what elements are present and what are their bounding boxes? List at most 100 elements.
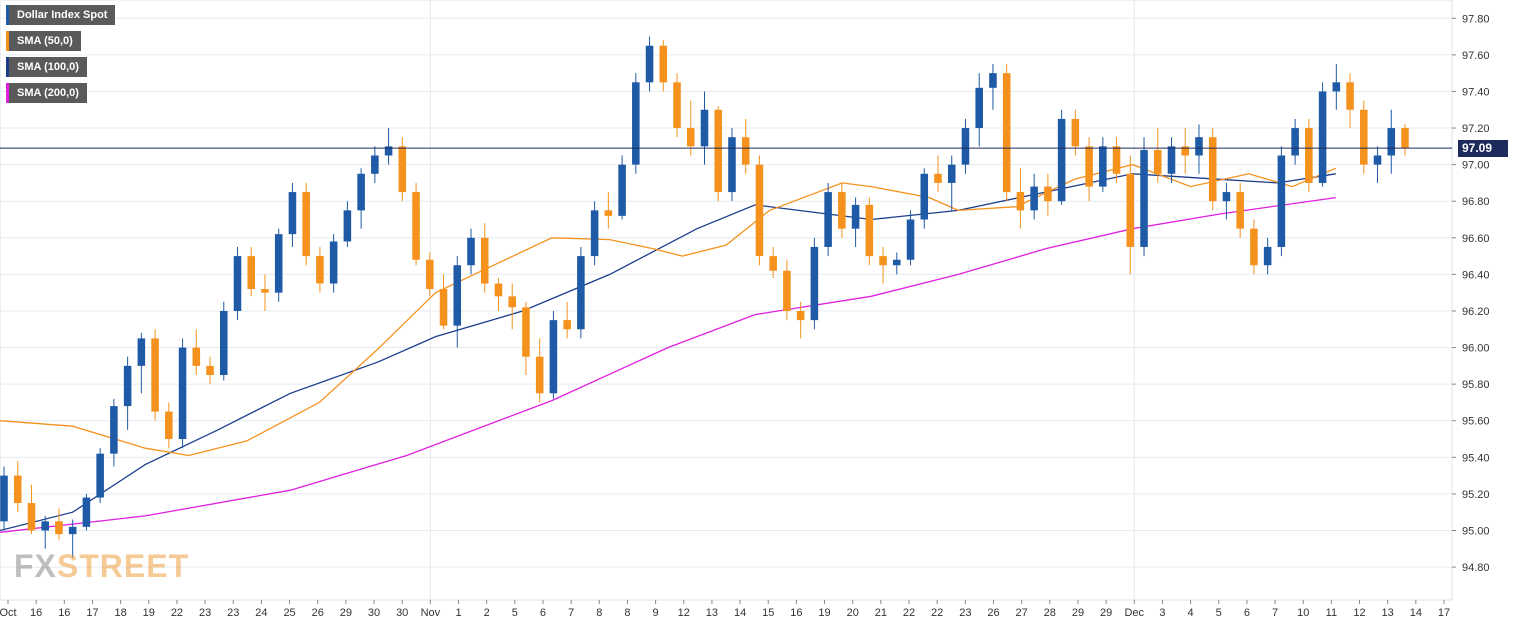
candle-body [398, 146, 407, 193]
legend-item-sma-100[interactable]: SMA (100,0) [6, 57, 87, 77]
candle [934, 155, 942, 193]
legend-swatch [6, 83, 9, 103]
y-tick-label: 96.00 [1462, 343, 1490, 355]
candle-body [769, 256, 777, 271]
candle-body [302, 192, 310, 257]
x-tick-label: 28 [1044, 607, 1056, 619]
candle [1030, 173, 1038, 220]
candle [261, 274, 269, 311]
candle-body [1387, 128, 1396, 156]
candle-body [219, 310, 228, 375]
y-tick-label: 97.20 [1462, 123, 1490, 135]
x-tick-label: 12 [1353, 607, 1365, 619]
candle [1085, 137, 1093, 202]
candle [123, 356, 132, 430]
candle [384, 128, 393, 165]
candle-body [1346, 82, 1354, 110]
candle-body [824, 192, 832, 247]
candle [480, 223, 489, 293]
x-tick-label: 17 [1438, 607, 1450, 619]
candle [41, 515, 49, 549]
x-tick-label: Dec [1124, 607, 1144, 619]
candle-body [563, 320, 571, 330]
y-tick-label: 96.80 [1462, 196, 1490, 208]
candle-body [1263, 246, 1272, 266]
candle [1236, 182, 1244, 238]
candle-body [1030, 186, 1038, 211]
candle [1346, 73, 1354, 129]
candle-body [316, 256, 324, 284]
x-tick-label: 16 [790, 607, 802, 619]
x-tick-label: 7 [1272, 607, 1278, 619]
candle [686, 100, 695, 156]
candle-body [467, 237, 475, 266]
candle-body [1208, 137, 1217, 202]
candle-body [549, 320, 558, 394]
legend-item-sma-200[interactable]: SMA (200,0) [6, 83, 87, 103]
candle [0, 466, 8, 531]
candle-body [604, 210, 613, 216]
candle [151, 329, 159, 421]
candle-body [371, 155, 379, 174]
x-tick-label: 14 [1410, 607, 1422, 619]
candle [535, 338, 544, 403]
x-tick-label: 30 [368, 607, 380, 619]
legend-swatch [6, 5, 9, 25]
legend-item-dollar-index[interactable]: Dollar Index Spot [6, 5, 116, 25]
candle [371, 146, 379, 183]
candle-body [288, 192, 297, 235]
candle [1277, 146, 1286, 257]
candle-body [1085, 146, 1093, 187]
x-tick-label: 14 [734, 607, 746, 619]
candle-body [659, 45, 668, 83]
candle-body [343, 210, 352, 242]
candle-body [947, 164, 956, 183]
candle [219, 301, 228, 381]
candle [1167, 137, 1176, 183]
x-tick-label: 10 [1297, 607, 1309, 619]
x-tick-label: 17 [86, 607, 98, 619]
candle [947, 155, 956, 211]
candle-body [1167, 146, 1176, 174]
x-tick-label: 29 [1100, 607, 1112, 619]
x-tick-label: Nov [421, 607, 441, 619]
candle [178, 338, 187, 449]
candle-body [1373, 155, 1382, 165]
candle [274, 228, 283, 302]
candle [906, 210, 915, 266]
x-tick-label: 30 [396, 607, 408, 619]
y-tick-label: 96.20 [1462, 306, 1490, 318]
candle-body [1360, 109, 1368, 165]
candle [1305, 118, 1313, 193]
candle-body [1332, 82, 1341, 92]
candle [893, 252, 901, 275]
y-tick-label: 96.60 [1462, 233, 1490, 245]
candle [577, 246, 585, 339]
y-tick-label: 97.80 [1462, 13, 1490, 25]
candle-body [934, 173, 942, 183]
x-tick-label: 15 [762, 607, 774, 619]
legend-item-sma-50[interactable]: SMA (50,0) [6, 31, 81, 51]
candle [1016, 168, 1025, 229]
candle [1332, 64, 1341, 110]
candle [549, 310, 558, 399]
candle [590, 201, 599, 266]
candle-body [1401, 128, 1409, 149]
x-tick-label: 7 [568, 607, 574, 619]
candle-body [975, 87, 983, 129]
candle [824, 182, 832, 257]
candle-body [1112, 146, 1121, 174]
candle-body [82, 497, 91, 527]
candle [137, 332, 146, 394]
x-tick-label: 8 [624, 607, 630, 619]
x-tick-label: 1 [455, 607, 461, 619]
candle-body [838, 192, 846, 229]
candle-body [480, 237, 489, 284]
candle [357, 168, 365, 229]
candle-body [233, 256, 242, 311]
candle [618, 155, 626, 220]
candle [412, 182, 420, 266]
candle [398, 137, 407, 202]
sma-50-line [0, 163, 1337, 457]
